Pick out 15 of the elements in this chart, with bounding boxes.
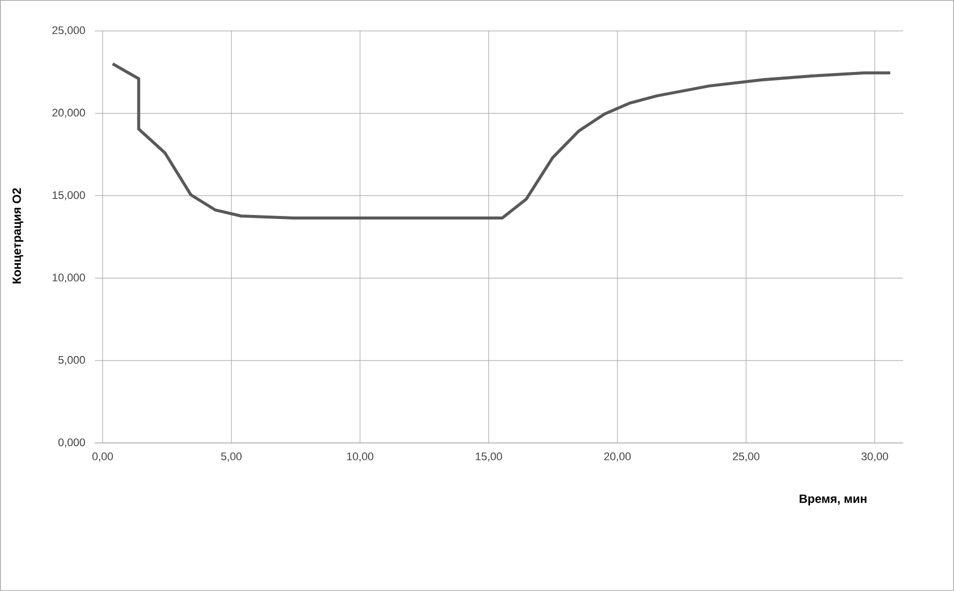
- x-tick-label: 30,00: [861, 452, 888, 462]
- y-tick-label: 25,000: [52, 26, 85, 36]
- x-tick-label: 15,00: [476, 452, 502, 462]
- x-tick-label: 25,00: [732, 452, 760, 462]
- y-tick-label: 10,000: [52, 274, 85, 283]
- x-tick-label: 0,00: [92, 452, 113, 462]
- x-axis-title: Время, мин: [800, 494, 866, 506]
- x-tick-label: 5,00: [221, 452, 242, 462]
- y-tick-label: 5,000: [58, 356, 85, 366]
- x-tick-label: 10,00: [347, 452, 374, 462]
- y-tick-label: 15,000: [52, 191, 85, 200]
- y-axis-title: Концетрация О2: [12, 188, 24, 284]
- y-tick-label: 0,000: [58, 438, 85, 448]
- x-tick-label: 20,00: [604, 452, 631, 462]
- y-tick-label: 20,000: [52, 108, 85, 118]
